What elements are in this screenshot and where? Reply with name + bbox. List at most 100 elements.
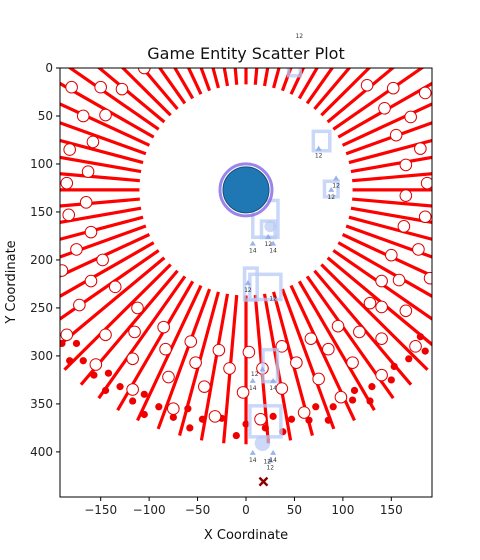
ray (313, 68, 352, 111)
y-tick-label: 0 (45, 61, 53, 75)
triangle-label: 12 (264, 241, 272, 248)
enemy-dot (169, 413, 177, 421)
enemy-dot (329, 403, 337, 411)
triangle-marker (244, 279, 251, 285)
open-marker (184, 335, 198, 348)
ray (60, 215, 144, 241)
ray (332, 249, 432, 321)
open-marker (159, 342, 172, 356)
x-marker (258, 476, 269, 487)
open-marker (334, 390, 348, 404)
enemy-dot (90, 371, 98, 379)
player-ring (218, 162, 274, 218)
open-marker (346, 356, 359, 369)
enemy-dot (140, 390, 148, 398)
ray (60, 206, 142, 225)
open-marker (404, 110, 417, 124)
ray (60, 172, 140, 183)
open-marker (423, 271, 432, 285)
small-label: 12 (295, 33, 303, 40)
enemy-dot (390, 362, 398, 371)
ray (97, 275, 187, 400)
axes: −150 −100 −50 0 50 100 150 0 50 100 150 200 250 300 35… (30, 61, 433, 517)
enemy-dot (421, 347, 429, 355)
enemy-dot (101, 386, 110, 395)
ray (305, 68, 335, 105)
open-marker (420, 176, 432, 190)
open-marker (223, 362, 236, 375)
open-marker (84, 274, 98, 288)
ray (352, 172, 432, 183)
enemy-dot (66, 357, 74, 365)
ray (297, 280, 376, 411)
triangle-marker (315, 145, 322, 151)
enemy-dot (269, 412, 277, 420)
open-marker (76, 109, 90, 123)
open-marker (96, 253, 109, 267)
ray (348, 215, 432, 241)
triangle-label: 14 (269, 457, 277, 464)
triangle-marker (270, 377, 277, 383)
triangle-label: 12 (266, 465, 274, 472)
enemy-dot (416, 333, 424, 341)
x-tick-label: −50 (185, 503, 210, 517)
ray (60, 233, 151, 278)
triangle-marker (259, 366, 266, 372)
open-marker (162, 370, 175, 384)
open-marker (360, 78, 374, 92)
open-marker (375, 274, 388, 288)
open-marker (60, 328, 74, 342)
open-marker (375, 300, 388, 314)
enemy-dot (366, 397, 374, 405)
open-marker (304, 332, 318, 345)
enemy-dot (198, 415, 207, 423)
open-marker (418, 86, 432, 100)
open-marker (84, 225, 98, 239)
small-label: 12 (251, 371, 259, 378)
triangle-label: 14 (249, 385, 257, 392)
ray (297, 68, 319, 100)
y-tick-label: 350 (30, 397, 53, 411)
ray (341, 233, 432, 278)
open-marker (331, 319, 345, 333)
ghost-box (311, 129, 332, 153)
ray (96, 68, 166, 124)
open-marker (389, 128, 403, 142)
x-tick-label: 100 (331, 503, 354, 517)
ray (60, 81, 155, 139)
open-marker (322, 342, 335, 356)
enemy-dot (348, 396, 357, 404)
open-marker (297, 406, 311, 419)
open-marker (108, 280, 122, 294)
open-marker (412, 243, 425, 256)
enemy-dot (287, 415, 296, 423)
open-marker (378, 102, 391, 115)
enemy-dot (387, 376, 395, 384)
triangle-label: 14 (249, 248, 257, 255)
open-marker (312, 372, 325, 386)
x-tick-label: −100 (133, 503, 166, 517)
triangle-label: 12 (244, 287, 252, 294)
ray (157, 68, 187, 105)
ray (345, 121, 432, 156)
open-marker (375, 368, 388, 382)
open-marker (212, 343, 226, 357)
y-tick-label: 300 (30, 349, 53, 363)
open-marker (157, 320, 170, 334)
open-marker (236, 386, 250, 399)
open-marker (392, 273, 406, 287)
open-marker (399, 158, 413, 172)
open-marker (131, 301, 144, 315)
enemy-dot (184, 405, 192, 413)
enemy-dot (368, 383, 376, 391)
triangle-marker (333, 175, 340, 181)
ghost-box (286, 68, 302, 78)
x-tick-label: −150 (84, 503, 117, 517)
chart-title: Game Entity Scatter Plot (147, 44, 344, 63)
ray (173, 68, 195, 100)
enemy-dot (60, 339, 66, 348)
open-marker (79, 196, 93, 209)
ray (350, 155, 432, 174)
y-tick-label: 100 (30, 157, 53, 171)
open-marker (242, 345, 256, 359)
